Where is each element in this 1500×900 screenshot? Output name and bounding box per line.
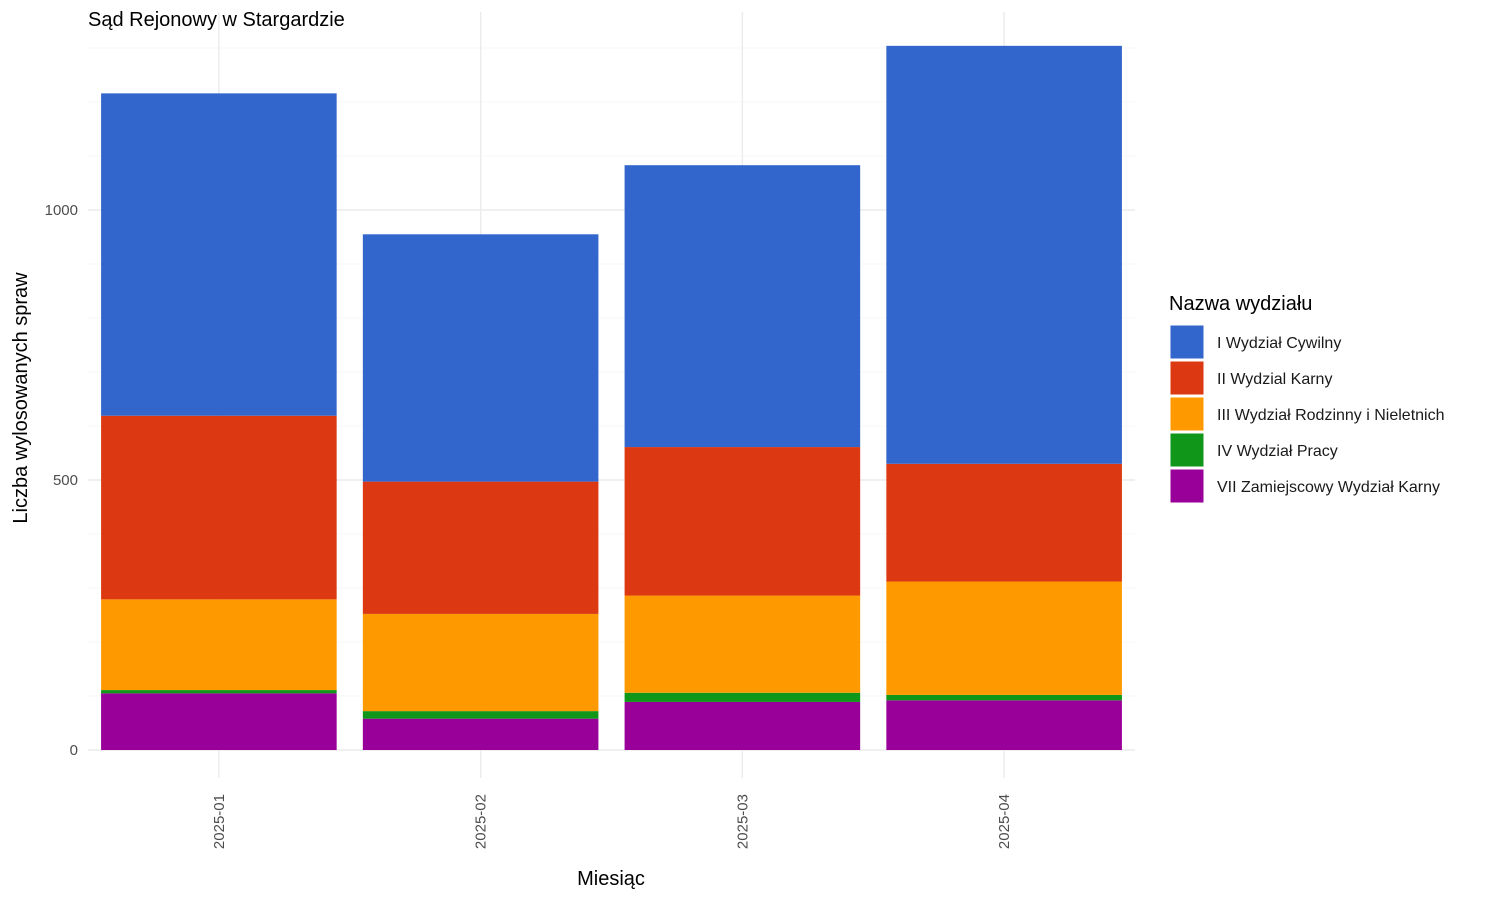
legend-swatch (1169, 360, 1205, 396)
bar-segment (101, 690, 337, 694)
bar-segment (624, 692, 861, 702)
legend-label: I Wydział Cywilny (1217, 335, 1341, 352)
legend: Nazwa wydziału I Wydział Cywilny II Wydzi… (1169, 293, 1445, 504)
bars (101, 45, 1122, 750)
x-tick-label: 2025-03 (734, 794, 751, 849)
bar-segment (101, 93, 337, 416)
y-axis-title: Liczba wylosowanych spraw (10, 272, 32, 524)
bar-segment (886, 700, 1122, 750)
legend-label: VII Zamiejscowy Wydział Karny (1217, 479, 1440, 496)
bar-segment (101, 599, 337, 691)
legend-title: Nazwa wydziału (1169, 293, 1312, 315)
bar-segment (886, 581, 1122, 695)
x-tick-label: 2025-02 (473, 794, 490, 849)
legend-label: III Wydział Rodzinny i Nieletnich (1217, 407, 1445, 424)
bar-segment (624, 595, 861, 693)
chart-title: Sąd Rejonowy w Stargardzie (88, 9, 345, 31)
bar-segment (101, 693, 337, 750)
bar-segment (362, 234, 599, 482)
x-axis-title: Miesiąc (577, 868, 645, 890)
bar-segment (886, 463, 1122, 582)
bar-segment (362, 718, 599, 750)
y-tick-label: 1000 (45, 202, 78, 219)
legend-label: IV Wydział Pracy (1217, 443, 1338, 460)
legend-swatch (1169, 396, 1205, 432)
bar-segment (624, 701, 861, 750)
legend-items: I Wydział Cywilny II Wydzial Karny III Wyd… (1169, 324, 1445, 504)
bar-segment (362, 613, 599, 712)
legend-swatch (1169, 324, 1205, 360)
x-tick-label: 2025-04 (996, 794, 1013, 849)
bar-segment (886, 45, 1122, 464)
bar-segment (362, 481, 599, 614)
y-tick-label: 500 (53, 472, 78, 489)
x-axis-ticks: 2025-01 2025-02 2025-03 2025-04 (211, 794, 1013, 849)
bar-segment (101, 415, 337, 600)
bar-segment (624, 447, 861, 596)
legend-label: II Wydzial Karny (1217, 371, 1332, 388)
x-tick-label: 2025-01 (211, 794, 228, 849)
bar-segment (886, 694, 1122, 701)
y-axis-ticks: 0 500 1000 (45, 202, 78, 759)
bar-segment (362, 711, 599, 719)
y-tick-label: 0 (70, 742, 78, 759)
legend-swatch (1169, 432, 1205, 468)
legend-swatch (1169, 468, 1205, 504)
bar-segment (624, 165, 861, 448)
